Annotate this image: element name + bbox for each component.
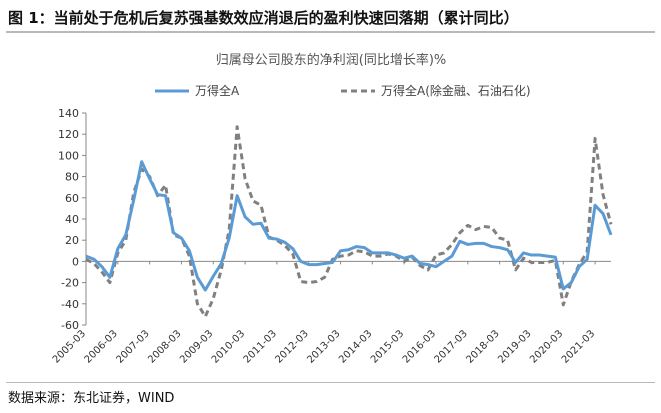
y-tick-label: -60 [61,319,79,332]
x-tick-label: 2015-03 [369,328,406,365]
figure-title: 图 1：当前处于危机后复苏强基数效应消退后的盈利快速回落期（累计同比） [8,9,519,27]
x-tick-label: 2021-03 [560,328,597,365]
x-tick-label: 2013-03 [305,328,342,365]
axes: -60 -40 -20 0 20 40 60 80 100 120 140 2005-032006-0… [51,107,611,366]
title-rule [6,31,655,33]
chart-title: 归属母公司股东的净利润(同比增长率)% [216,52,447,68]
y-tick-label: 100 [58,149,79,162]
x-tick-label: 2014-03 [337,328,374,365]
x-tick-label: 2018-03 [464,328,501,365]
y-tick-label: 80 [65,171,79,184]
legend: 万得全A 万得全A(除金融、石油石化) [155,83,531,98]
x-tick-label: 2008-03 [146,328,183,365]
source-rule [6,382,655,383]
series-layer [85,125,613,319]
y-tick-label: 20 [65,234,79,247]
series-line-1 [85,160,613,292]
y-tick-label: 40 [65,213,79,226]
y-tick-label: 60 [65,192,79,205]
x-tick-label: 2012-03 [274,328,311,365]
x-tick-label: 2007-03 [114,328,151,365]
source-note: 数据来源：东北证券，WIND [8,391,175,406]
x-tick-label: 2005-03 [51,328,88,365]
y-tick-label: -40 [61,298,79,311]
legend-label-series-1: 万得全A [195,83,240,98]
x-tick-label: 2009-03 [178,328,215,365]
y-tick-label: -20 [61,277,79,290]
x-tick-label: 2011-03 [242,328,279,365]
x-tick-label: 2006-03 [83,328,120,365]
series-line-2 [85,125,613,319]
y-tick-label: 0 [72,255,79,268]
x-tick-label: 2017-03 [433,328,470,365]
y-tick-label: 140 [58,107,79,120]
chart-svg: 归属母公司股东的净利润(同比增长率)% 万得全A 万得全A(除金融、石油石化) … [51,52,613,366]
x-tick-label: 2020-03 [528,328,565,365]
x-tick-label: 2019-03 [496,328,533,365]
x-tick-label: 2010-03 [210,328,247,365]
legend-label-series-2: 万得全A(除金融、石油石化) [381,83,531,98]
x-tick-label: 2016-03 [401,328,438,365]
y-tick-label: 120 [58,128,79,141]
